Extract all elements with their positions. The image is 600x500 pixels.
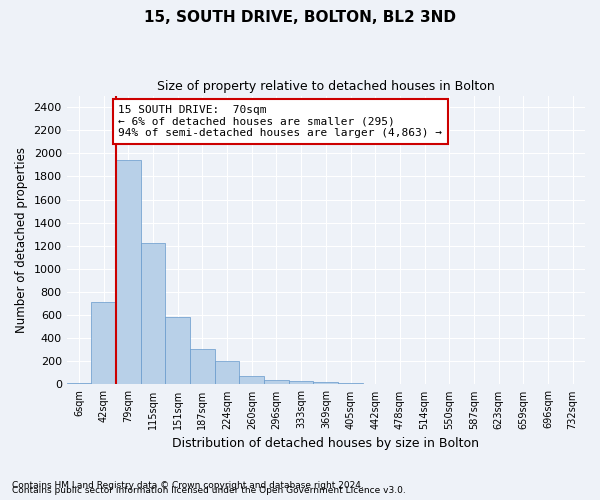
- Bar: [166, 318, 190, 384]
- Bar: [190, 349, 215, 384]
- Bar: [116, 160, 141, 384]
- Bar: [289, 381, 313, 384]
- X-axis label: Distribution of detached houses by size in Bolton: Distribution of detached houses by size …: [172, 437, 479, 450]
- Text: Contains HM Land Registry data © Crown copyright and database right 2024.: Contains HM Land Registry data © Crown c…: [12, 481, 364, 490]
- Bar: [239, 376, 264, 384]
- Y-axis label: Number of detached properties: Number of detached properties: [15, 147, 28, 333]
- Bar: [91, 302, 116, 384]
- Bar: [141, 243, 166, 384]
- Bar: [313, 382, 338, 384]
- Text: 15 SOUTH DRIVE:  70sqm
← 6% of detached houses are smaller (295)
94% of semi-det: 15 SOUTH DRIVE: 70sqm ← 6% of detached h…: [119, 105, 443, 138]
- Bar: [264, 380, 289, 384]
- Bar: [215, 360, 239, 384]
- Text: 15, SOUTH DRIVE, BOLTON, BL2 3ND: 15, SOUTH DRIVE, BOLTON, BL2 3ND: [144, 10, 456, 25]
- Title: Size of property relative to detached houses in Bolton: Size of property relative to detached ho…: [157, 80, 495, 93]
- Bar: [67, 382, 91, 384]
- Text: Contains public sector information licensed under the Open Government Licence v3: Contains public sector information licen…: [12, 486, 406, 495]
- Bar: [338, 382, 363, 384]
